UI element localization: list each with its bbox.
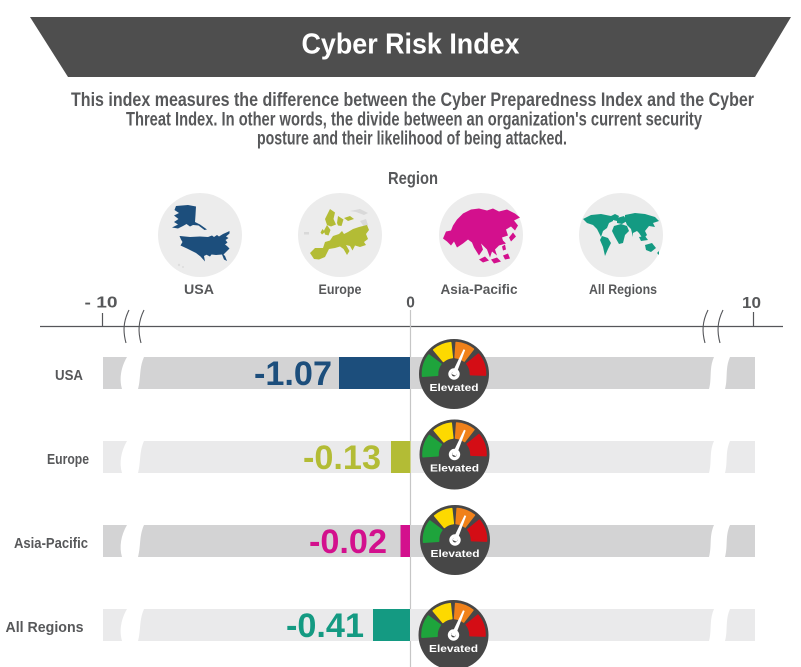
svg-text:USA: USA <box>184 282 214 297</box>
svg-text:0: 0 <box>406 295 415 312</box>
svg-text:- 10: - 10 <box>85 295 118 312</box>
svg-text:-0.02: -0.02 <box>309 523 387 561</box>
svg-text:10: 10 <box>742 295 761 312</box>
svg-text:This index measures the differ: This index measures the difference betwe… <box>71 90 755 111</box>
svg-text:posture and their likelihood o: posture and their likelihood of being at… <box>257 129 567 150</box>
svg-text:-0.13: -0.13 <box>303 439 381 477</box>
svg-text:-1.07: -1.07 <box>254 355 332 393</box>
svg-text:Europe: Europe <box>319 282 362 297</box>
svg-text:Threat Index. In other words,: Threat Index. In other words, the divide… <box>126 110 702 131</box>
svg-text:All Regions: All Regions <box>6 619 84 636</box>
svg-text:-0.41: -0.41 <box>286 607 364 645</box>
svg-text:USA: USA <box>55 367 83 384</box>
svg-text:Asia-Pacific: Asia-Pacific <box>14 535 88 552</box>
svg-text:Asia-Pacific: Asia-Pacific <box>441 282 518 297</box>
svg-text:Cyber Risk Index: Cyber Risk Index <box>302 29 520 61</box>
svg-text:All Regions: All Regions <box>589 282 657 297</box>
svg-text:Europe: Europe <box>47 451 89 468</box>
svg-text:Region: Region <box>388 168 438 188</box>
